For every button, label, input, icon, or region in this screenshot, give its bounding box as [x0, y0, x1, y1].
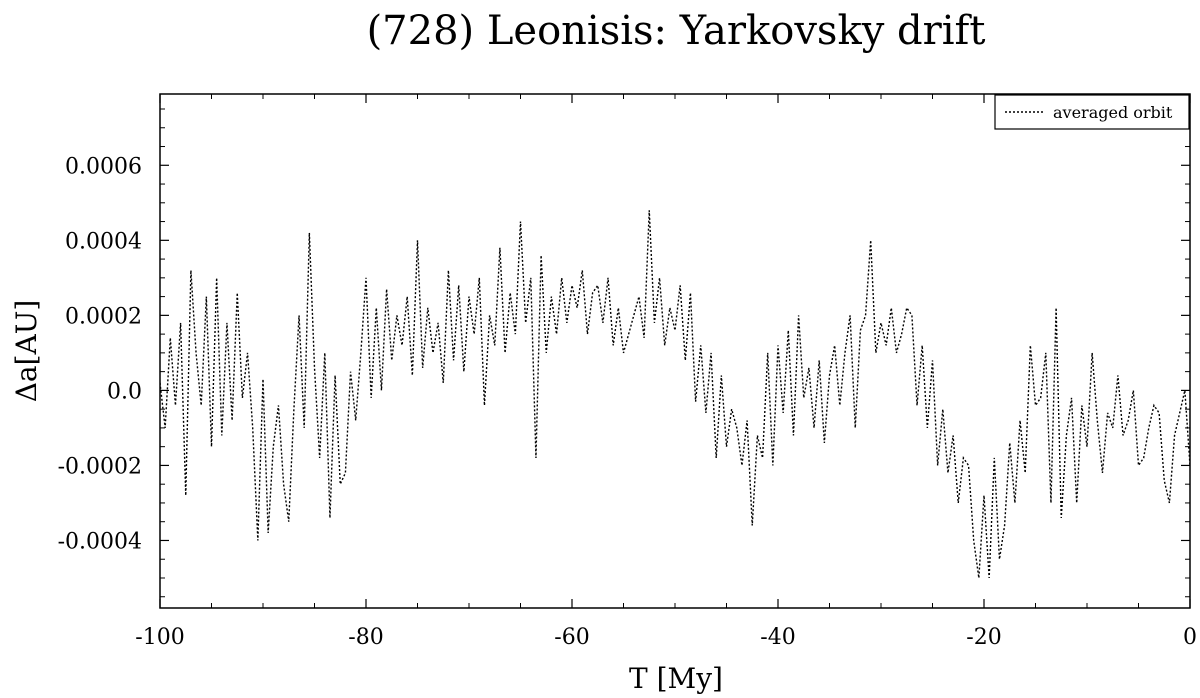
y-tick-label: -0.0002 [58, 454, 142, 479]
x-tick-label: -20 [966, 625, 1001, 650]
legend-box [994, 94, 1190, 130]
x-axis-label: T [My] [629, 662, 723, 695]
y-axis-label: Δa[AU] [10, 300, 43, 403]
x-tick-label: -80 [348, 625, 383, 650]
x-tick-label: -100 [135, 625, 184, 650]
y-tick-label: 0.0006 [65, 154, 142, 179]
x-tick-label: -40 [760, 625, 795, 650]
y-tick-label: 0.0004 [65, 229, 142, 254]
legend: averaged orbit [994, 94, 1190, 130]
y-axis: -0.0004 -0.0002 0.0 0.0002 0.0004 0.0006 [58, 108, 1190, 598]
chart-title: (728) Leonisis: Yarkovsky drift [367, 8, 986, 54]
x-axis: -100 -80 -60 -40 -20 0 [135, 94, 1197, 650]
x-tick-label: 0 [1183, 625, 1197, 650]
x-tick-label: -60 [554, 625, 589, 650]
y-tick-label: 0.0 [107, 379, 142, 404]
y-tick-label: -0.0004 [58, 529, 142, 554]
legend-label: averaged orbit [1053, 103, 1173, 122]
plot-area: -100 -80 -60 -40 -20 0 -0.0004 -0.0002 0.0 0.000… [58, 93, 1197, 650]
y-tick-label: 0.0002 [65, 304, 142, 329]
